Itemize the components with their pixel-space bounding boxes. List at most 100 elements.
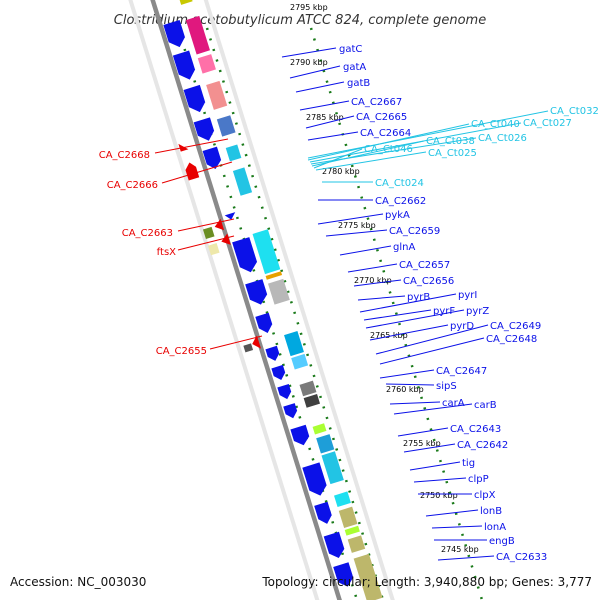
gene-label: pykA bbox=[385, 210, 410, 221]
gene-label: CA_C2663 bbox=[122, 228, 173, 239]
feature-block bbox=[321, 451, 344, 485]
track-frame bbox=[126, 0, 327, 600]
feature-block bbox=[206, 80, 228, 110]
gene-label: CA_C2642 bbox=[457, 440, 508, 451]
ruler-label: 2760 kbp bbox=[386, 385, 424, 394]
feature-block bbox=[185, 15, 210, 55]
feature-block bbox=[291, 353, 309, 370]
gene-label: CA_C2656 bbox=[403, 276, 454, 287]
gene-label: clpP bbox=[468, 474, 489, 485]
gene-label: CA_C2655 bbox=[156, 346, 207, 357]
feature-block bbox=[202, 226, 215, 240]
gene-label: CA_C2648 bbox=[486, 334, 537, 345]
gene-label: CA_C2668 bbox=[99, 150, 150, 161]
gene-label: CA_C2657 bbox=[399, 260, 450, 271]
ruler-label: 2780 kbp bbox=[322, 167, 360, 176]
ruler-label: 2775 kbp bbox=[338, 221, 376, 230]
accession-text: Accession: NC_003030 bbox=[10, 575, 146, 589]
forward-cds bbox=[277, 383, 292, 400]
inner-right-guide bbox=[309, 27, 484, 600]
feature-block bbox=[316, 434, 335, 454]
gene-label: pyrZ bbox=[466, 306, 489, 317]
ruler-label: 2785 kbp bbox=[306, 113, 344, 122]
gene-label: CA_C2666 bbox=[107, 180, 158, 191]
feature-block bbox=[208, 243, 220, 256]
gene-label: gatB bbox=[347, 78, 370, 89]
gene-label: CA_Ct024 bbox=[375, 178, 424, 189]
feature-block bbox=[216, 115, 236, 137]
ruler: 2795 kbp 2790 kbp 2785 kbp 2780 kbp 2775… bbox=[290, 3, 479, 554]
forward-cds bbox=[232, 237, 258, 273]
feature-band bbox=[126, 0, 395, 600]
gene-label: lonB bbox=[480, 506, 502, 517]
ruler-label: 2765 kbp bbox=[370, 331, 408, 340]
left-leaders bbox=[154, 138, 263, 350]
forward-cds bbox=[172, 50, 196, 80]
forward-cds bbox=[163, 19, 185, 48]
feature-block bbox=[347, 535, 366, 553]
feature-block bbox=[353, 553, 383, 600]
gene-label: engB bbox=[489, 536, 515, 547]
feature-block bbox=[334, 491, 351, 508]
gene-label: CA_C2665 bbox=[356, 112, 407, 123]
topology-text: Topology: circular; Length: 3,940,880 bp… bbox=[261, 575, 592, 589]
function-track bbox=[177, 0, 383, 600]
rna-feature bbox=[232, 167, 253, 196]
forward-cds bbox=[255, 312, 273, 333]
gene-label: CA_C2649 bbox=[490, 321, 541, 332]
gene-label: CA_Ct025 bbox=[428, 148, 477, 159]
forward-cds bbox=[224, 212, 236, 220]
rna-leaders bbox=[307, 110, 549, 183]
reverse-cds bbox=[185, 162, 200, 181]
gene-label: pyrF bbox=[433, 306, 455, 317]
gene-label: carA bbox=[442, 398, 465, 409]
left-gene-labels: CA_C2668 CA_C2666 CA_C2663 ftsX CA_C2655 bbox=[99, 150, 207, 357]
forward-cds bbox=[323, 531, 345, 558]
gene-label: CA_C2647 bbox=[436, 366, 487, 377]
forward-cds bbox=[271, 364, 286, 381]
genome-backbone bbox=[146, 0, 347, 600]
gene-label: CA_C2659 bbox=[389, 226, 440, 237]
forward-cds bbox=[265, 345, 280, 361]
forward-cds bbox=[245, 279, 268, 305]
gene-label: ftsX bbox=[157, 247, 176, 258]
gene-label: CA_C2664 bbox=[360, 128, 411, 139]
feature-block bbox=[267, 278, 290, 305]
gene-label: glnA bbox=[393, 242, 415, 253]
feature-block bbox=[284, 331, 304, 357]
gene-label: CA_C2662 bbox=[375, 196, 426, 207]
feature-block bbox=[303, 394, 321, 408]
feature-block bbox=[265, 271, 283, 280]
gene-label: CA_Ct038 bbox=[426, 136, 475, 147]
gene-label: CA_C2643 bbox=[450, 424, 501, 435]
gene-label: CA_Ct027 bbox=[523, 118, 572, 129]
forward-cds bbox=[290, 424, 310, 446]
forward-cds bbox=[283, 403, 298, 419]
ruler-label: 2745 kbp bbox=[441, 545, 479, 554]
gene-label: CA_Ct026 bbox=[478, 133, 527, 144]
gene-label: CA_Ct040 bbox=[471, 119, 520, 130]
rna-feature bbox=[225, 144, 242, 162]
forward-cds bbox=[193, 117, 215, 141]
reverse-cds bbox=[221, 233, 231, 245]
forward-cds bbox=[202, 146, 222, 170]
gene-label: gatC bbox=[339, 44, 362, 55]
gene-label: CA_C2633 bbox=[496, 552, 547, 563]
gene-label: gatA bbox=[343, 62, 366, 73]
feature-block bbox=[344, 525, 360, 536]
gene-label: tig bbox=[462, 458, 475, 469]
forward-cds bbox=[183, 84, 206, 113]
reverse-cds bbox=[252, 335, 262, 349]
feature-block bbox=[299, 380, 317, 397]
gene-label: carB bbox=[474, 400, 497, 411]
gene-label: pyrB bbox=[407, 292, 430, 303]
gene-label: CA_C2667 bbox=[351, 97, 402, 108]
feature-block bbox=[243, 343, 254, 353]
forward-cds bbox=[302, 462, 327, 496]
gene-label: CA_Ct032 bbox=[550, 106, 599, 117]
map-title: Clostridium acetobutylicum ATCC 824, com… bbox=[114, 13, 486, 28]
right-leaders bbox=[281, 47, 495, 561]
right-gene-labels: gatC gatA gatB CA_C2667 CA_C2665 CA_C266… bbox=[339, 44, 599, 563]
